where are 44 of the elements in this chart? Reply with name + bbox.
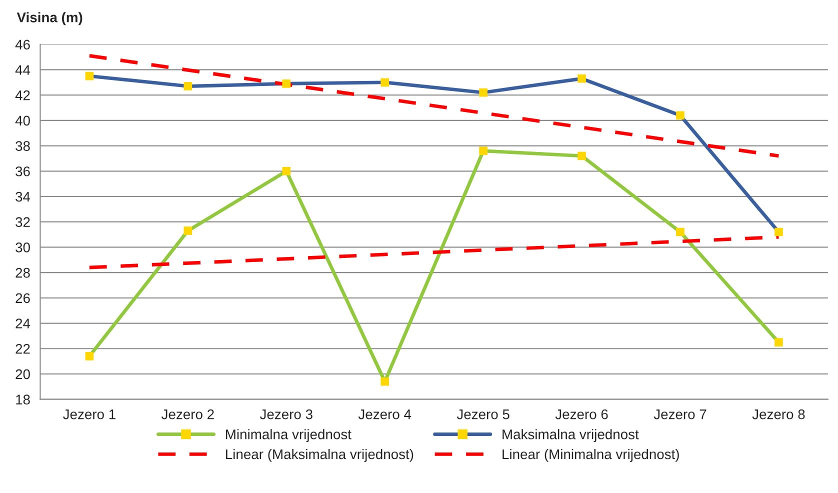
y-tick-label: 30 <box>16 242 30 252</box>
y-tick-label: 46 <box>15 40 30 50</box>
y-tick-label: 36 <box>16 166 30 176</box>
y-tick-label: 32 <box>16 217 30 228</box>
y-tick-label: 34 <box>16 192 30 202</box>
y-tick-label: 28 <box>16 268 30 278</box>
y-tick-label: 20 <box>16 369 30 380</box>
point <box>85 72 94 80</box>
point <box>676 111 684 120</box>
point <box>774 338 783 346</box>
point <box>282 80 291 88</box>
legend-label: Maksimalna vrijednost <box>502 429 639 442</box>
legend-label: Linear (Maksimalna vrijednost) <box>226 448 414 462</box>
legend-label: Linear (Minimalna vrijednost) <box>502 448 679 462</box>
x-tick-label: Jezero 3 <box>260 409 312 420</box>
point <box>578 152 586 160</box>
y-tick-label: 42 <box>15 90 30 100</box>
x-tick-label: Jezero 7 <box>654 410 706 420</box>
y-tick-label: 40 <box>15 116 30 126</box>
y-axis-title: Visina (m) <box>16 12 82 26</box>
x-tick-label: Jezero 4 <box>358 410 412 420</box>
point <box>184 226 192 235</box>
point <box>578 74 586 83</box>
y-tick-label: 24 <box>16 318 30 328</box>
point <box>774 228 783 236</box>
point <box>676 228 684 236</box>
y-tick-label: 38 <box>16 141 30 151</box>
point <box>479 88 488 97</box>
point <box>184 82 192 90</box>
point <box>380 377 390 386</box>
x-tick-label: Jezero 8 <box>752 409 805 420</box>
point <box>282 166 291 176</box>
x-tick-label: Jezero 2 <box>162 409 214 420</box>
y-tick-label: 44 <box>15 65 30 75</box>
y-tick-label: 18 <box>16 394 30 404</box>
x-tick-label: Jezero 6 <box>555 409 608 420</box>
legend-label: Minimalna vrijednost <box>226 429 352 442</box>
point <box>479 146 488 156</box>
y-tick-label: 22 <box>16 344 30 354</box>
point <box>380 78 390 87</box>
y-tick-label: 26 <box>16 293 30 304</box>
point <box>85 352 94 360</box>
x-tick-label: Jezero 5 <box>456 410 510 420</box>
x-tick-label: Jezero 1 <box>63 410 116 420</box>
